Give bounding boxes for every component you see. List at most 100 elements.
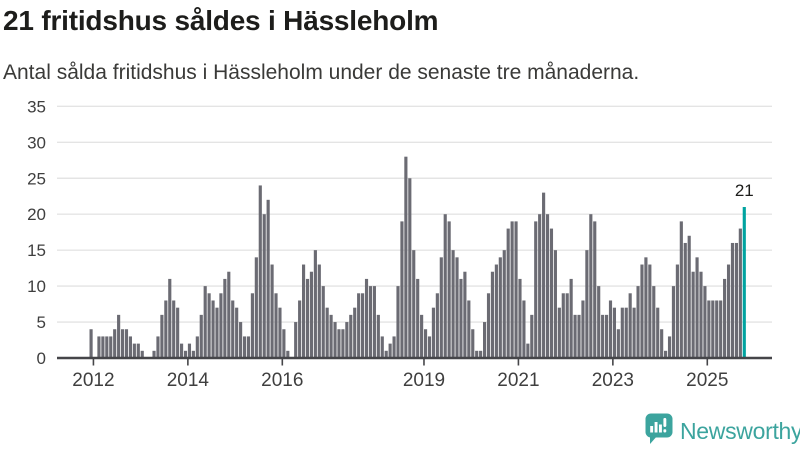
x-axis-year-label-2021: 2021: [497, 370, 539, 391]
bar: [632, 307, 636, 358]
bar: [227, 271, 231, 358]
chart-title: 21 fritidshus såldes i Hässleholm: [3, 5, 439, 36]
bar: [345, 322, 349, 358]
bar: [447, 221, 451, 358]
bar: [313, 250, 317, 358]
x-axis-year-label-2016: 2016: [261, 370, 303, 391]
bar: [298, 300, 302, 358]
bar: [486, 293, 491, 358]
bar: [231, 300, 235, 358]
bar: [675, 264, 679, 358]
bar: [664, 350, 668, 358]
bar: [388, 343, 392, 358]
bar: [667, 336, 672, 358]
bar: [526, 343, 530, 358]
bar: [180, 343, 184, 358]
bar: [341, 329, 345, 358]
bar: [132, 343, 136, 358]
bar: [719, 300, 723, 358]
bar: [219, 293, 223, 358]
bar: [124, 329, 129, 358]
bar: [569, 278, 573, 358]
y-axis-label-35: 35: [27, 97, 46, 116]
bar: [679, 221, 683, 358]
bar: [471, 329, 475, 358]
bar: [101, 336, 105, 358]
bar: [168, 278, 172, 358]
bar: [502, 250, 506, 358]
bar: [671, 286, 676, 358]
bar: [738, 228, 742, 358]
bar: [412, 250, 416, 358]
bar: [321, 286, 325, 358]
bar: [140, 350, 144, 358]
bar: [266, 199, 270, 358]
bar: [585, 250, 589, 358]
bar: [577, 314, 581, 358]
bar: [581, 300, 585, 358]
bar: [616, 329, 620, 358]
bar: [195, 336, 199, 358]
bar: [435, 293, 439, 358]
bar: [624, 307, 628, 358]
bar: [392, 336, 396, 358]
bar: [242, 336, 247, 358]
bar: [97, 336, 101, 358]
logo-exclamation-stroke: [663, 418, 667, 427]
bar: [498, 257, 502, 358]
bar: [545, 214, 550, 358]
bar: [400, 221, 404, 358]
bar: [604, 314, 609, 358]
bar: [687, 235, 691, 358]
logo-mini-bar-3: [659, 424, 662, 433]
bar: [608, 300, 613, 358]
y-axis-label-0: 0: [37, 349, 46, 368]
bar: [337, 329, 341, 358]
bar: [593, 221, 597, 358]
x-axis-year-label-2019: 2019: [403, 370, 445, 391]
bar: [203, 286, 207, 358]
bar: [565, 293, 569, 358]
bar: [364, 278, 369, 358]
bar: [113, 329, 117, 358]
bar: [191, 350, 195, 358]
bar: [207, 293, 211, 358]
bar: [246, 336, 251, 358]
bar: [211, 300, 215, 358]
bar: [254, 257, 258, 358]
bar: [510, 221, 514, 358]
bar: [250, 293, 254, 358]
x-axis-year-label-2014: 2014: [167, 370, 210, 391]
bar: [152, 350, 156, 358]
bar: [380, 336, 384, 358]
bar: [372, 286, 376, 358]
bar: [431, 307, 435, 358]
bar: [612, 307, 617, 358]
bar: [282, 329, 286, 358]
bar: [553, 250, 557, 358]
bar: [455, 257, 459, 358]
bar: [396, 286, 400, 358]
bar: [309, 271, 314, 358]
bar: [376, 314, 380, 358]
chart-subtitle: Antal sålda fritidshus i Hässleholm unde…: [3, 61, 640, 84]
bar: [467, 300, 471, 358]
bar: [278, 307, 282, 358]
bar: [408, 178, 412, 358]
bar: [199, 314, 203, 358]
bar: [317, 264, 321, 358]
logo-mini-bar-1: [650, 426, 654, 433]
bar: [494, 264, 498, 358]
bar: [305, 278, 310, 358]
bar: [235, 307, 239, 358]
bar: [703, 286, 707, 358]
bar: [176, 307, 180, 358]
bar: [518, 278, 522, 358]
bar: [644, 257, 648, 358]
bar: [660, 329, 664, 358]
bar: [423, 329, 428, 358]
bar: [534, 221, 538, 358]
bar: [561, 293, 565, 358]
bar: [109, 336, 113, 358]
